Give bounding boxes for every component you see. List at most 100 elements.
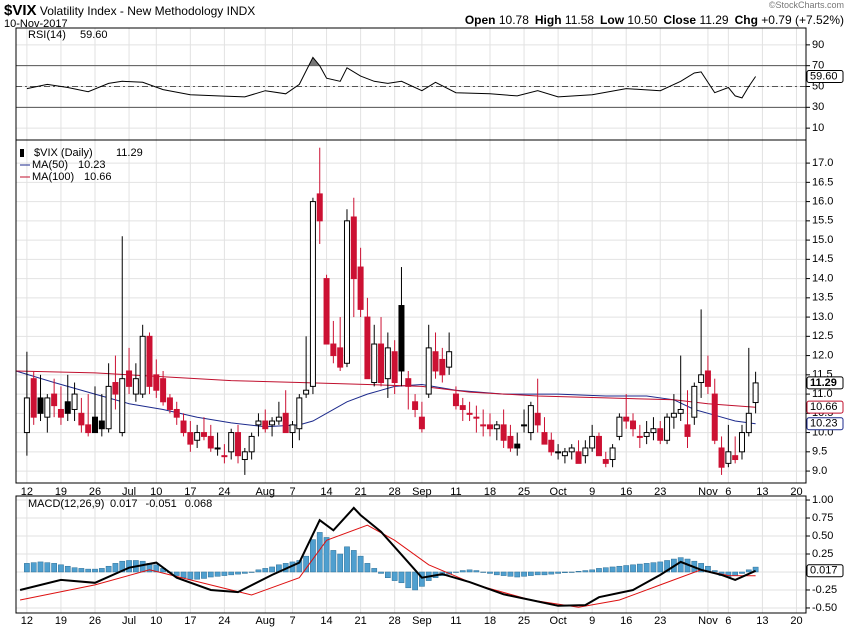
quote-label: Low xyxy=(600,13,625,27)
quote-label: Chg xyxy=(734,13,758,27)
candle-body xyxy=(207,435,214,449)
x-tick-label: 7 xyxy=(289,486,295,498)
candle-body xyxy=(589,435,596,449)
histogram-bar xyxy=(51,563,57,573)
histogram-bar xyxy=(596,568,602,573)
panel-value: 0.068 xyxy=(185,498,213,510)
histogram-bar xyxy=(235,571,241,575)
histogram-bar xyxy=(24,563,30,573)
candle-body xyxy=(112,382,119,395)
histogram-bar xyxy=(44,562,51,573)
candle-body xyxy=(30,378,37,418)
histogram-bar xyxy=(316,532,323,573)
x-tick-label: 12 xyxy=(21,486,33,498)
value-box-frame xyxy=(806,417,844,431)
quote-value: +0.79 (+7.52%) xyxy=(761,13,844,27)
candle-body xyxy=(57,408,64,418)
x-tick-label: 23 xyxy=(654,486,666,498)
histogram-bar xyxy=(555,571,561,574)
y-tick-label: 50 xyxy=(812,80,824,92)
candle-body xyxy=(507,435,514,449)
candle-body xyxy=(371,343,378,384)
candle-body xyxy=(602,459,609,464)
histogram-bar xyxy=(371,568,378,573)
histogram-bar xyxy=(378,571,384,574)
panel-value: 0.017 xyxy=(110,498,138,510)
candle-body xyxy=(105,385,112,430)
candle-body xyxy=(296,397,303,430)
histogram-bar xyxy=(37,561,44,573)
x-tick-label: 11 xyxy=(450,486,461,498)
quote-label: High xyxy=(534,13,562,27)
candle-body xyxy=(119,378,126,434)
x-tick-label: 19 xyxy=(55,486,67,498)
histogram-bar xyxy=(582,570,589,573)
candle-body xyxy=(98,420,105,430)
legend-label: $VIX (Daily) xyxy=(34,147,93,159)
candle-body xyxy=(534,412,541,426)
candle-body xyxy=(303,389,310,395)
y-tick-label: 9.0 xyxy=(812,465,827,477)
candle-body xyxy=(323,278,330,345)
x-tick-label: 23 xyxy=(654,615,666,627)
candle-body xyxy=(473,416,480,419)
x-tick-label: 20 xyxy=(790,486,802,498)
histogram-bar xyxy=(487,571,493,574)
quote: Open 10.78 High 11.58 Low 10.50 Close 11.29… xyxy=(459,13,844,27)
candle-body xyxy=(228,432,235,453)
histogram-bar xyxy=(500,571,507,576)
histogram-bar xyxy=(677,557,684,573)
candle-body xyxy=(391,351,398,384)
x-tick-label: 6 xyxy=(725,486,731,498)
x-tick-label: Jul xyxy=(122,615,136,627)
x-tick-label: 18 xyxy=(484,615,496,627)
histogram-bar xyxy=(636,563,643,573)
panel-background xyxy=(16,496,806,613)
x-tick-label: 16 xyxy=(620,615,632,627)
x-tick-label: 9 xyxy=(589,486,595,498)
candle-body xyxy=(459,405,466,410)
y-tick-label: 15.5 xyxy=(812,215,833,227)
legend-label: MA(50) xyxy=(32,159,68,171)
x-tick-label: 13 xyxy=(756,615,768,627)
histogram-bar xyxy=(85,568,92,573)
candle-body xyxy=(439,358,446,376)
histogram-bar xyxy=(337,553,344,573)
value-box: 0.017 xyxy=(806,564,844,578)
candle-body xyxy=(521,424,528,427)
candle-body xyxy=(418,416,425,430)
candle-body xyxy=(725,451,732,464)
x-tick-label: Nov xyxy=(698,615,718,627)
histogram-bar xyxy=(459,570,466,573)
histogram-bar xyxy=(643,563,650,573)
value-box-frame xyxy=(806,70,844,84)
candle-body xyxy=(214,447,221,450)
value-box-frame xyxy=(806,564,844,578)
panel-value: 59.60 xyxy=(80,29,108,41)
histogram-bar xyxy=(255,569,262,573)
candle-body xyxy=(92,416,98,434)
candle-body xyxy=(623,416,630,422)
y-tick-label: 11.0 xyxy=(812,388,833,400)
quote-value: 11.29 xyxy=(699,13,729,27)
histogram-bar xyxy=(112,563,119,573)
histogram-bar xyxy=(412,571,418,591)
histogram-bar xyxy=(207,571,214,578)
x-tick-label: 26 xyxy=(89,486,101,498)
value-box: 10.23 xyxy=(806,417,844,431)
y-tick-label: 12.0 xyxy=(812,349,833,361)
histogram-bar xyxy=(575,571,582,573)
histogram-bar xyxy=(466,569,473,573)
candle-body xyxy=(194,432,201,441)
candle-body xyxy=(64,401,71,414)
y-tick-label: -0.50 xyxy=(812,602,837,614)
y-tick-label: 1.00 xyxy=(812,494,833,506)
x-tick-label: 9 xyxy=(589,615,595,627)
candle-body xyxy=(132,378,139,395)
histogram-bar xyxy=(344,546,350,573)
candle-body xyxy=(446,351,453,368)
candle-body xyxy=(85,424,92,434)
candle-body xyxy=(343,220,350,364)
histogram-bar xyxy=(228,571,235,576)
